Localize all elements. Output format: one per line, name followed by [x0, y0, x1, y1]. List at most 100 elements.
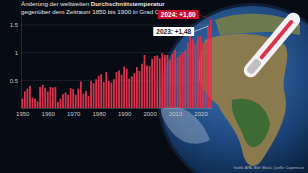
y-tick: 0.5	[10, 78, 21, 84]
bar	[82, 94, 84, 108]
bar	[205, 42, 207, 108]
bar	[121, 75, 123, 108]
x-axis: 1950 1960 1970 1980 1990 2000 2010 2020	[16, 108, 212, 117]
bar	[39, 87, 41, 108]
bar	[60, 99, 62, 108]
annotation-box	[153, 27, 194, 36]
y-tick: 1	[15, 50, 21, 56]
bar	[187, 42, 189, 108]
bar	[34, 99, 36, 108]
bar	[167, 55, 169, 108]
bar	[113, 79, 115, 108]
bar	[141, 64, 143, 108]
title-line: gegenüber dem Zeitraum 1850 bis 1900 in …	[21, 8, 175, 15]
bar	[210, 20, 212, 108]
annotations: 2024: +1,60 2023: +1,48	[153, 10, 210, 36]
x-axis-line	[22, 108, 213, 109]
bar	[108, 81, 110, 108]
annotation-label: 2023: +1,48	[156, 28, 191, 36]
x-tick-label: 1960	[42, 111, 56, 117]
bar	[67, 95, 69, 108]
x-tick: 2020	[194, 108, 208, 117]
bar	[49, 87, 51, 108]
title-line: Änderung der weltweiten Durchschnittstem…	[21, 0, 165, 7]
bar	[179, 55, 181, 108]
continent	[232, 99, 270, 147]
bar	[192, 39, 194, 108]
bar	[151, 59, 153, 108]
bar	[169, 60, 171, 108]
bars	[21, 20, 211, 108]
bar	[47, 91, 49, 108]
x-tick: 1970	[67, 108, 81, 117]
earth-land	[160, 14, 300, 166]
bar	[93, 83, 95, 108]
bar	[126, 69, 128, 108]
thermometer-fluid	[259, 19, 294, 60]
grid-line	[21, 25, 212, 26]
x-tick: 2010	[169, 108, 183, 117]
annotation: 2024: +1,60	[158, 10, 211, 20]
chart: Änderung der weltweiten Durchschnittstem…	[0, 0, 308, 173]
bar	[172, 54, 174, 108]
bar	[105, 72, 107, 108]
bar	[32, 97, 34, 108]
thermometer-body	[241, 10, 303, 80]
bar	[98, 76, 100, 108]
bar	[131, 76, 133, 108]
bar	[202, 43, 204, 108]
bar	[110, 83, 112, 108]
bar	[72, 89, 74, 108]
earth	[157, 3, 308, 173]
x-tick-label: 2010	[169, 111, 183, 117]
bar	[75, 95, 77, 108]
bar	[90, 81, 92, 108]
x-tick-label: 2020	[194, 111, 208, 117]
bar	[177, 57, 179, 108]
y-axis: 0.5 1 1.5	[10, 15, 22, 109]
bar	[65, 93, 67, 108]
thermometer-tip	[246, 58, 262, 75]
x-tick-label: 1990	[118, 111, 132, 117]
title: Änderung der weltweiten Durchschnittstem…	[21, 0, 175, 15]
y-tick-label: 1	[15, 50, 19, 56]
bar	[103, 82, 105, 108]
bar	[123, 67, 125, 108]
x-tick-label: 1970	[67, 111, 81, 117]
thermometer	[241, 10, 303, 80]
x-tick-label: 1950	[16, 111, 30, 117]
bar	[77, 89, 79, 108]
earth-glow	[157, 3, 308, 173]
bar	[200, 36, 202, 108]
y-tick: 1.5	[10, 22, 21, 28]
annotation: 2023: +1,48	[153, 26, 208, 36]
bar	[26, 89, 28, 108]
bar	[197, 37, 199, 108]
bar	[146, 65, 148, 108]
bar	[161, 53, 163, 108]
bar	[154, 56, 156, 108]
y-tick-label: 1.5	[10, 22, 19, 28]
bar	[52, 88, 54, 108]
y-axis-line	[21, 15, 22, 109]
annotation-connector	[194, 26, 208, 31]
bar	[164, 55, 166, 108]
annotation-label: 2024: +1,60	[161, 11, 196, 19]
bar	[80, 81, 82, 108]
x-tick-label: 2000	[143, 111, 157, 117]
bar	[24, 91, 26, 108]
bar	[149, 66, 151, 108]
bar	[85, 91, 87, 108]
bar	[139, 71, 141, 108]
x-tick: 1960	[42, 108, 56, 117]
cloud	[160, 107, 210, 144]
source: Grafik: APA, Bild: iStock, Quelle: Coper…	[233, 166, 304, 170]
bar	[136, 67, 138, 108]
bar	[44, 88, 46, 108]
x-tick: 1980	[92, 108, 106, 117]
bar	[29, 86, 31, 108]
y-tick-label: 0.5	[10, 78, 19, 84]
background	[0, 0, 308, 173]
bar	[54, 87, 56, 108]
bar	[42, 85, 44, 108]
